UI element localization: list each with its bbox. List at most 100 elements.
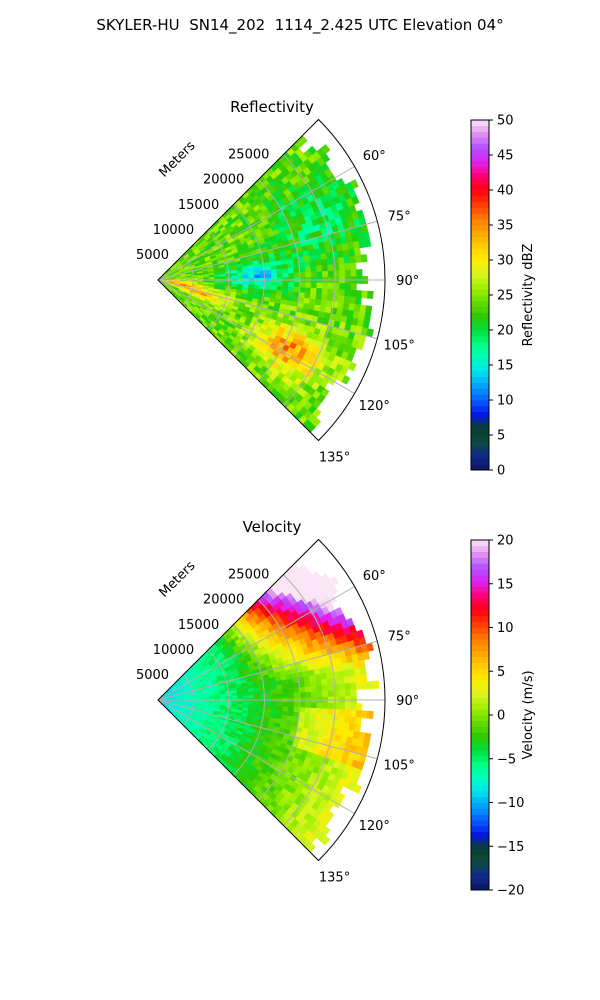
field-cell: [304, 266, 312, 273]
field-cell: [313, 668, 321, 676]
field-cell: [270, 705, 278, 711]
field-cell: [325, 252, 333, 260]
radial-tick-label: 10000: [153, 643, 194, 658]
field-cell: [341, 375, 351, 385]
field-cell: [351, 195, 360, 206]
field-cell: [259, 701, 267, 706]
field-cell: [270, 685, 277, 691]
radial-tick-label: 15000: [178, 198, 219, 213]
colorbar-band: [471, 172, 489, 179]
field-cell: [309, 680, 317, 687]
field-cell: [316, 288, 323, 295]
colorbar-band: [471, 388, 489, 395]
field-cell: [236, 692, 244, 697]
field-cell: [353, 723, 362, 733]
field-cell: [299, 287, 306, 294]
field-cell: [337, 301, 345, 310]
field-cell: [248, 691, 255, 696]
field-cell: [310, 685, 317, 693]
field-cell: [237, 275, 244, 279]
colorbar-band: [471, 627, 489, 634]
colorbar-tick-label: 15: [497, 359, 514, 374]
field-cell: [365, 305, 373, 314]
colorbar-tick-label: 40: [497, 184, 514, 199]
colorbar-band: [471, 761, 489, 768]
field-cell: [333, 282, 340, 290]
colorbar-tick-label: 5: [497, 429, 505, 444]
colorbar-band: [471, 330, 489, 337]
velocity-field: [157, 563, 380, 853]
field-cell: [309, 254, 316, 262]
colorbar-band: [471, 458, 489, 465]
field-cell: [276, 684, 283, 690]
field-cell: [242, 274, 250, 279]
colorbar-band: [471, 440, 489, 448]
field-cell: [282, 688, 289, 694]
colorbar-tick-label: 15: [497, 577, 514, 592]
field-cell: [350, 269, 357, 277]
colorbar-band: [471, 808, 489, 815]
colorbar-band: [471, 213, 489, 220]
colorbar-band: [471, 557, 489, 564]
colorbar-tick-label: −15: [497, 840, 524, 855]
colorbar-label: Reflectivity dBZ: [521, 244, 536, 347]
radial-tick-label: 20000: [203, 593, 244, 608]
field-cell: [299, 282, 306, 288]
azimuth-tick-label: 90°: [396, 274, 419, 289]
field-cell: [343, 296, 351, 304]
colorbar-band: [471, 429, 489, 436]
field-cell: [315, 293, 323, 301]
colorbar-band: [471, 260, 489, 267]
field-cell: [276, 281, 284, 287]
field-cell: [303, 675, 311, 683]
colorbar-band: [471, 125, 489, 133]
colorbar-band: [471, 738, 489, 745]
colorbar-band: [471, 545, 489, 553]
field-cell: [276, 285, 283, 292]
colorbar-band: [471, 680, 489, 687]
field-cell: [327, 282, 335, 290]
figure-title: SKYLER-HU SN14_202 1114_2.425 UTC Elevat…: [96, 16, 504, 34]
field-cell: [337, 256, 345, 265]
field-cell: [354, 254, 362, 263]
field-cell: [271, 273, 278, 279]
field-cell: [366, 710, 374, 720]
colorbar-tick-label: −20: [497, 884, 524, 899]
field-cell: [270, 285, 278, 291]
field-cell: [304, 707, 312, 714]
radial-axis-label: Meters: [157, 558, 199, 600]
colorbar-band: [471, 703, 489, 710]
azimuth-spoke: [157, 279, 355, 394]
colorbar-band: [471, 732, 489, 739]
field-cell: [362, 231, 370, 241]
field-cell: [343, 676, 351, 684]
field-cell: [321, 708, 329, 716]
field-cell: [349, 709, 357, 718]
colorbar-tick-label: −5: [497, 752, 516, 767]
field-cell: [310, 702, 318, 709]
field-cell: [349, 716, 357, 725]
field-cell: [231, 695, 238, 699]
field-cell: [327, 288, 334, 296]
field-cell: [316, 271, 323, 278]
field-cell: [337, 295, 345, 304]
field-cell: [281, 683, 289, 690]
field-cell: [350, 703, 357, 711]
field-cell: [315, 679, 323, 687]
field-cell: [359, 666, 367, 676]
colorbar-band: [471, 720, 489, 728]
field-cell: [316, 282, 323, 289]
field-cell: [253, 270, 261, 276]
field-cell: [321, 684, 329, 692]
field-cell: [315, 713, 323, 721]
colorbar-band: [471, 131, 489, 138]
field-cell: [310, 282, 318, 289]
field-cell: [299, 686, 306, 693]
azimuth-tick-label: 105°: [384, 339, 415, 354]
azimuth-tick-label: 105°: [384, 759, 415, 774]
field-cell: [293, 282, 301, 288]
reflectivity-grid: [157, 118, 386, 442]
field-cell: [362, 739, 370, 749]
colorbar-band: [471, 662, 489, 669]
sector-outline: [157, 118, 386, 442]
